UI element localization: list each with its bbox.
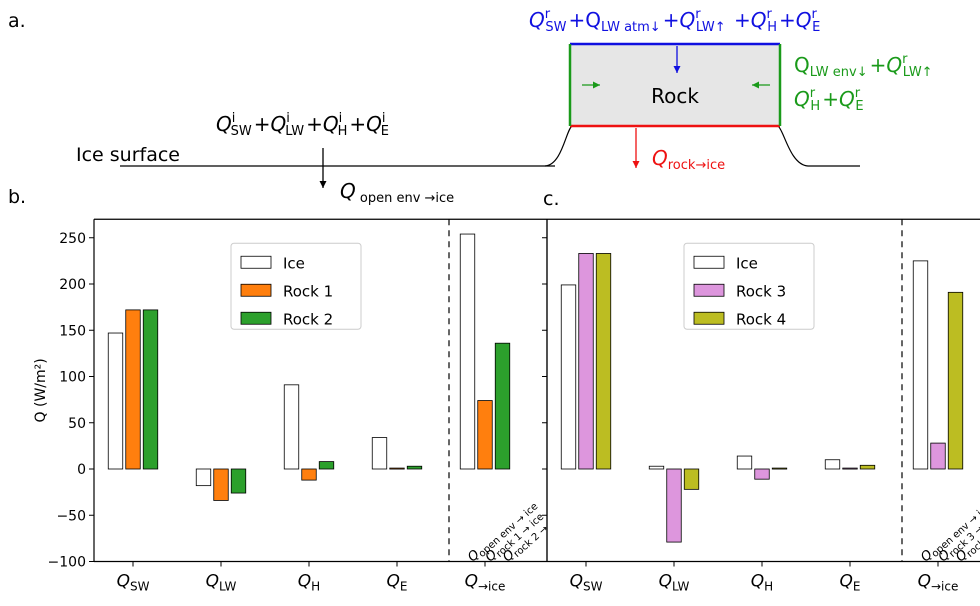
x-tick-label-3: QE	[840, 572, 861, 594]
arrow-open-env-to-ice	[319, 148, 327, 188]
rock-label: Rock	[651, 84, 699, 108]
legend-entry: Ice	[283, 254, 305, 272]
legend-entry: Rock 1	[283, 282, 333, 300]
x-tick-label-4: Q→ice	[465, 572, 506, 594]
legend-swatch	[240, 255, 272, 269]
y-tick-label: 100	[59, 370, 86, 386]
y-tick-label: −100	[48, 555, 86, 571]
legend-swatch	[240, 283, 272, 297]
legend-entry: Rock 4	[736, 310, 786, 328]
panel-label-a: a.	[8, 10, 26, 32]
bar-c-ice-1	[648, 465, 665, 470]
x-tick-label-4: Q→ice	[918, 572, 959, 594]
bar-c-rock-4-4	[947, 291, 964, 470]
x-tick-label-1: QLW	[659, 572, 690, 594]
arrow-head	[673, 66, 681, 73]
arrow-head	[593, 81, 600, 89]
bar-b-rock-1-0	[125, 309, 141, 470]
bar-b-rock-1-3	[389, 467, 405, 470]
arrow-top-flux	[673, 46, 681, 73]
ice-mound-left	[544, 125, 573, 167]
x-tick-label-2: QH	[751, 572, 773, 594]
bar-c-rock-3-0	[578, 253, 594, 470]
bar-c-ice-3	[824, 459, 841, 470]
legend-swatch	[693, 255, 725, 269]
open-env-to-ice-label: Q open env →ice	[340, 179, 456, 206]
bar-b-ice-1	[195, 468, 212, 487]
y-tick-label: 200	[59, 277, 86, 293]
bar-c-rock-4-1	[683, 468, 700, 490]
bar-b-rock-2-1	[230, 468, 247, 494]
bar-b-rock-1-1	[213, 468, 229, 501]
arrow-side-flux-left	[582, 81, 600, 89]
bar-c-ice-4	[912, 260, 929, 470]
ice-flux-label: Qi SW +Qi LW +Qi H +Qi E	[216, 111, 391, 139]
bar-c-rock-3-2	[754, 468, 770, 480]
bar-c-rock-4-3	[859, 464, 876, 470]
arrow-head	[319, 181, 327, 188]
arrow-rock-to-ice	[632, 128, 640, 168]
legend-entry: Ice	[736, 254, 758, 272]
side-flux-label-line2: Qr H +Qr E	[794, 86, 866, 114]
bar-c-ice-0	[560, 284, 577, 470]
rock-to-ice-label: Qrock→ice	[652, 146, 727, 173]
bar-b-ice-3	[371, 437, 388, 470]
x-tick-label-2: QH	[298, 572, 320, 594]
x-tick-label-1: QLW	[206, 572, 237, 594]
legend-swatch	[693, 311, 725, 325]
bar-b-rock-2-2	[318, 461, 335, 470]
bar-b-rock-2-4	[494, 342, 511, 470]
bar-c-rock-3-4	[930, 442, 946, 470]
y-axis-label: Q (W/m²)	[33, 358, 49, 422]
arrow-head	[632, 161, 640, 168]
y-tick-label: 250	[59, 231, 86, 247]
bar-b-ice-4	[459, 233, 476, 470]
bar-b-ice-0	[107, 332, 124, 470]
legend-swatch	[693, 283, 725, 297]
bar-c-rock-4-2	[771, 467, 788, 470]
legend-b: Ice Rock 1 Rock 2	[230, 242, 362, 330]
x-tick-label-0: QSW	[117, 572, 150, 594]
ice-mound-right	[777, 125, 860, 167]
side-flux-label-line1: QLW env↓ +Qr LW↑	[794, 52, 935, 80]
arrow-side-flux-right	[752, 81, 770, 89]
y-tick-label: 0	[77, 462, 86, 478]
y-tick-label: −50	[56, 508, 86, 524]
ice-surface-label: Ice surface	[76, 144, 180, 166]
top-flux-label: Qr SW +QLW atm↓ +Qr LW↑ +Qr H +Qr E	[529, 7, 822, 35]
panel-label-c: c.	[543, 188, 560, 210]
bar-b-rock-1-2	[301, 468, 317, 481]
y-tick-label: 150	[59, 323, 86, 339]
x-tick-label-0: QSW	[570, 572, 603, 594]
legend-swatch	[240, 311, 272, 325]
schematic: Rock Ice surface Qr SW +QLW atm↓ +Qr LW↑ +…	[76, 7, 935, 206]
x-tick-label-3: QE	[387, 572, 408, 594]
arrow-head	[752, 81, 759, 89]
y-tick-label: 50	[68, 416, 86, 432]
panel-label-b: b.	[8, 186, 26, 208]
legend-entry: Rock 3	[736, 282, 786, 300]
legend-entry: Rock 2	[283, 310, 333, 328]
bar-c-rock-4-0	[595, 253, 612, 470]
bar-c-rock-3-3	[842, 467, 858, 470]
bar-b-rock-1-4	[477, 400, 493, 470]
bar-c-ice-2	[736, 455, 753, 470]
legend-c: Ice Rock 3 Rock 4	[683, 242, 815, 330]
bar-b-rock-2-3	[406, 465, 423, 470]
rock-box	[570, 44, 780, 126]
bar-b-ice-2	[283, 384, 300, 470]
bar-c-rock-3-1	[666, 468, 682, 543]
bar-b-rock-2-0	[142, 309, 159, 470]
